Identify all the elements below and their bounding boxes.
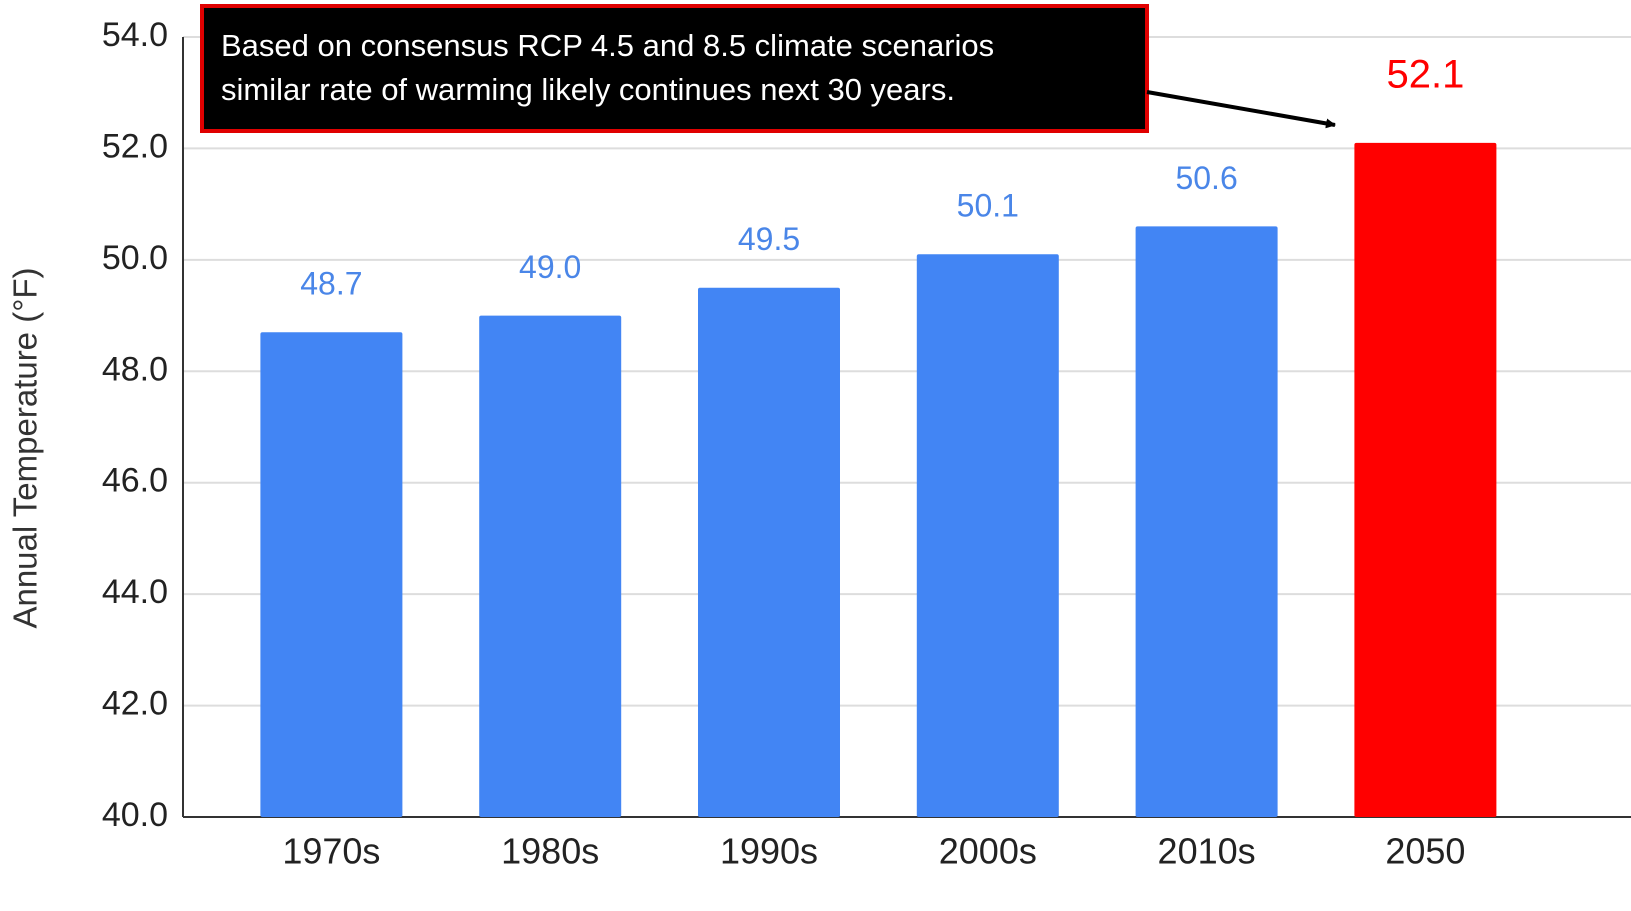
y-tick-label: 46.0 [102,462,168,500]
plot-area: 40.0 42.0 44.0 46.0 48.0 50.0 52.0 54.0 1970s 48.… [102,16,1631,872]
x-tick-label: 2010s [1158,831,1256,872]
bar [916,254,1059,818]
data-label: 50.6 [1175,160,1237,196]
annotation-line: similar rate of warming likely continues… [221,72,955,107]
y-tick-label: 44.0 [102,573,168,611]
x-tick-label: 2000s [939,831,1037,872]
bar [1135,226,1278,817]
data-label: 49.5 [738,221,800,257]
y-tick-label: 54.0 [102,16,168,54]
data-label: 48.7 [300,266,362,302]
y-tick-label: 48.0 [102,350,168,388]
bar [1354,142,1497,817]
annotation-arrow [1146,90,1336,129]
annotation-line: Based on consensus RCP 4.5 and 8.5 clima… [221,28,994,63]
data-label: 49.0 [519,249,581,285]
y-tick-label: 52.0 [102,127,168,165]
x-tick-label: 1970s [282,831,380,872]
data-label: 50.1 [957,188,1019,224]
y-axis-label: Annual Temperature (°F) [7,267,44,628]
x-tick-label: 2050 [1385,831,1465,872]
data-label: 52.1 [1386,52,1464,96]
x-tick-label: 1980s [501,831,599,872]
y-tick-label: 42.0 [102,685,168,723]
x-tick-label: 1990s [720,831,818,872]
bar [260,332,403,817]
bar [698,287,840,817]
y-tick-label: 40.0 [102,796,168,834]
bar [479,315,622,817]
annotation-box [200,4,1149,133]
y-tick-label: 50.0 [102,239,168,277]
